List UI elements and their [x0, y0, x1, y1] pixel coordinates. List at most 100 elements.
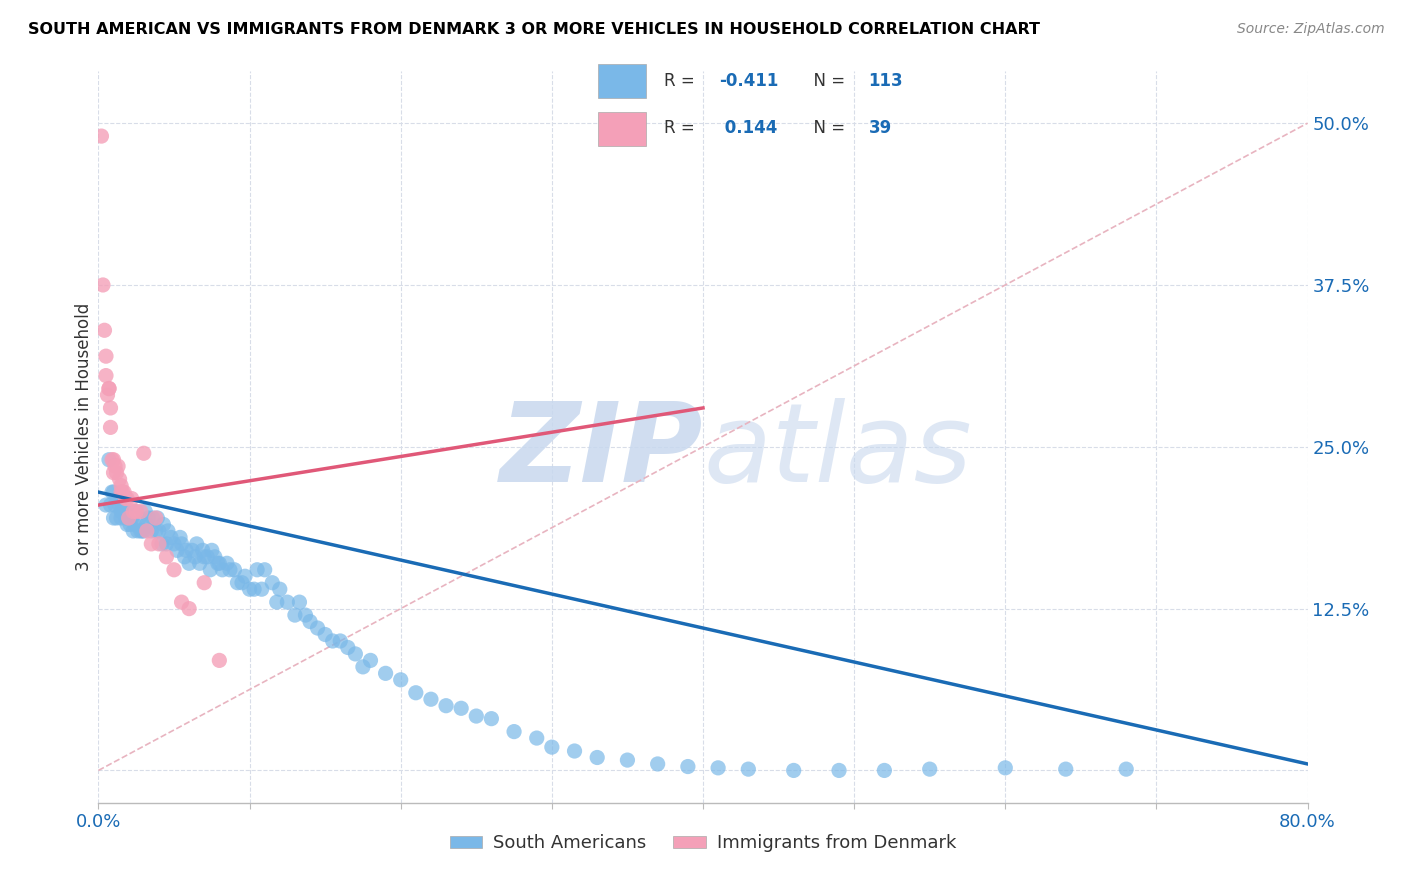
Point — [105, 511, 128, 525]
Point — [231, 575, 253, 590]
Point — [129, 504, 152, 518]
Point — [150, 537, 173, 551]
Point — [121, 491, 143, 506]
Point — [450, 701, 472, 715]
Point — [132, 524, 155, 538]
Point — [174, 543, 197, 558]
Point — [250, 582, 273, 597]
Point — [104, 459, 127, 474]
Point — [262, 575, 284, 590]
Point — [179, 601, 201, 615]
Text: 39: 39 — [869, 120, 891, 137]
Point — [676, 759, 699, 773]
Point — [564, 744, 586, 758]
Point — [314, 627, 336, 641]
Point — [179, 557, 201, 571]
Point — [207, 557, 229, 571]
Point — [128, 511, 150, 525]
Point — [224, 563, 246, 577]
Point — [465, 709, 488, 723]
FancyBboxPatch shape — [598, 112, 645, 145]
Point — [114, 491, 136, 506]
Point — [243, 582, 266, 597]
Point — [125, 504, 148, 518]
Point — [125, 504, 148, 518]
Point — [170, 595, 193, 609]
Point — [329, 634, 352, 648]
Point — [163, 537, 186, 551]
Point — [193, 575, 215, 590]
Point — [307, 621, 329, 635]
Point — [156, 524, 179, 538]
Text: atlas: atlas — [703, 398, 972, 505]
Point — [112, 485, 135, 500]
Point — [135, 517, 157, 532]
Point — [166, 543, 188, 558]
Point — [181, 543, 204, 558]
Point — [284, 608, 307, 623]
Point — [93, 323, 115, 337]
Point — [226, 575, 249, 590]
Point — [146, 511, 169, 525]
Point — [110, 504, 132, 518]
Point — [142, 511, 165, 525]
Point — [91, 277, 114, 292]
Point — [118, 511, 141, 525]
Point — [219, 563, 242, 577]
Point — [173, 549, 195, 564]
Point — [200, 563, 222, 577]
Point — [112, 504, 135, 518]
Point — [288, 595, 311, 609]
Point — [103, 452, 125, 467]
Point — [352, 660, 374, 674]
Point — [101, 485, 124, 500]
Point — [188, 557, 211, 571]
Point — [253, 563, 276, 577]
Point — [103, 511, 125, 525]
Point — [152, 517, 174, 532]
Point — [124, 517, 146, 532]
Point — [184, 549, 207, 564]
Point — [107, 491, 129, 506]
Point — [360, 653, 382, 667]
Point — [266, 595, 288, 609]
Point — [269, 582, 291, 597]
Point — [191, 543, 214, 558]
Point — [96, 388, 118, 402]
Point — [707, 761, 730, 775]
Point — [193, 549, 215, 564]
Point — [246, 563, 269, 577]
Point — [94, 368, 117, 383]
Point — [108, 498, 131, 512]
Point — [616, 753, 638, 767]
Point — [110, 485, 132, 500]
Point — [114, 511, 136, 525]
Point — [141, 524, 163, 538]
Point — [127, 524, 149, 538]
Y-axis label: 3 or more Vehicles in Household: 3 or more Vehicles in Household — [75, 303, 93, 571]
Point — [211, 563, 233, 577]
Point — [163, 563, 186, 577]
Point — [132, 446, 155, 460]
Point — [120, 517, 142, 532]
Point — [129, 524, 152, 538]
Text: R =: R = — [664, 120, 700, 137]
Point — [94, 498, 117, 512]
Point — [233, 569, 256, 583]
Point — [111, 498, 134, 512]
Point — [98, 382, 121, 396]
Point — [155, 549, 177, 564]
Point — [122, 524, 145, 538]
Point — [110, 511, 132, 525]
Point — [141, 537, 163, 551]
Point — [100, 401, 122, 415]
Text: Source: ZipAtlas.com: Source: ZipAtlas.com — [1237, 22, 1385, 37]
Point — [276, 595, 298, 609]
Point — [737, 762, 759, 776]
Point — [1054, 762, 1077, 776]
Text: R =: R = — [664, 72, 700, 90]
Point — [783, 764, 806, 778]
Point — [135, 524, 157, 538]
Point — [299, 615, 322, 629]
Point — [215, 557, 238, 571]
